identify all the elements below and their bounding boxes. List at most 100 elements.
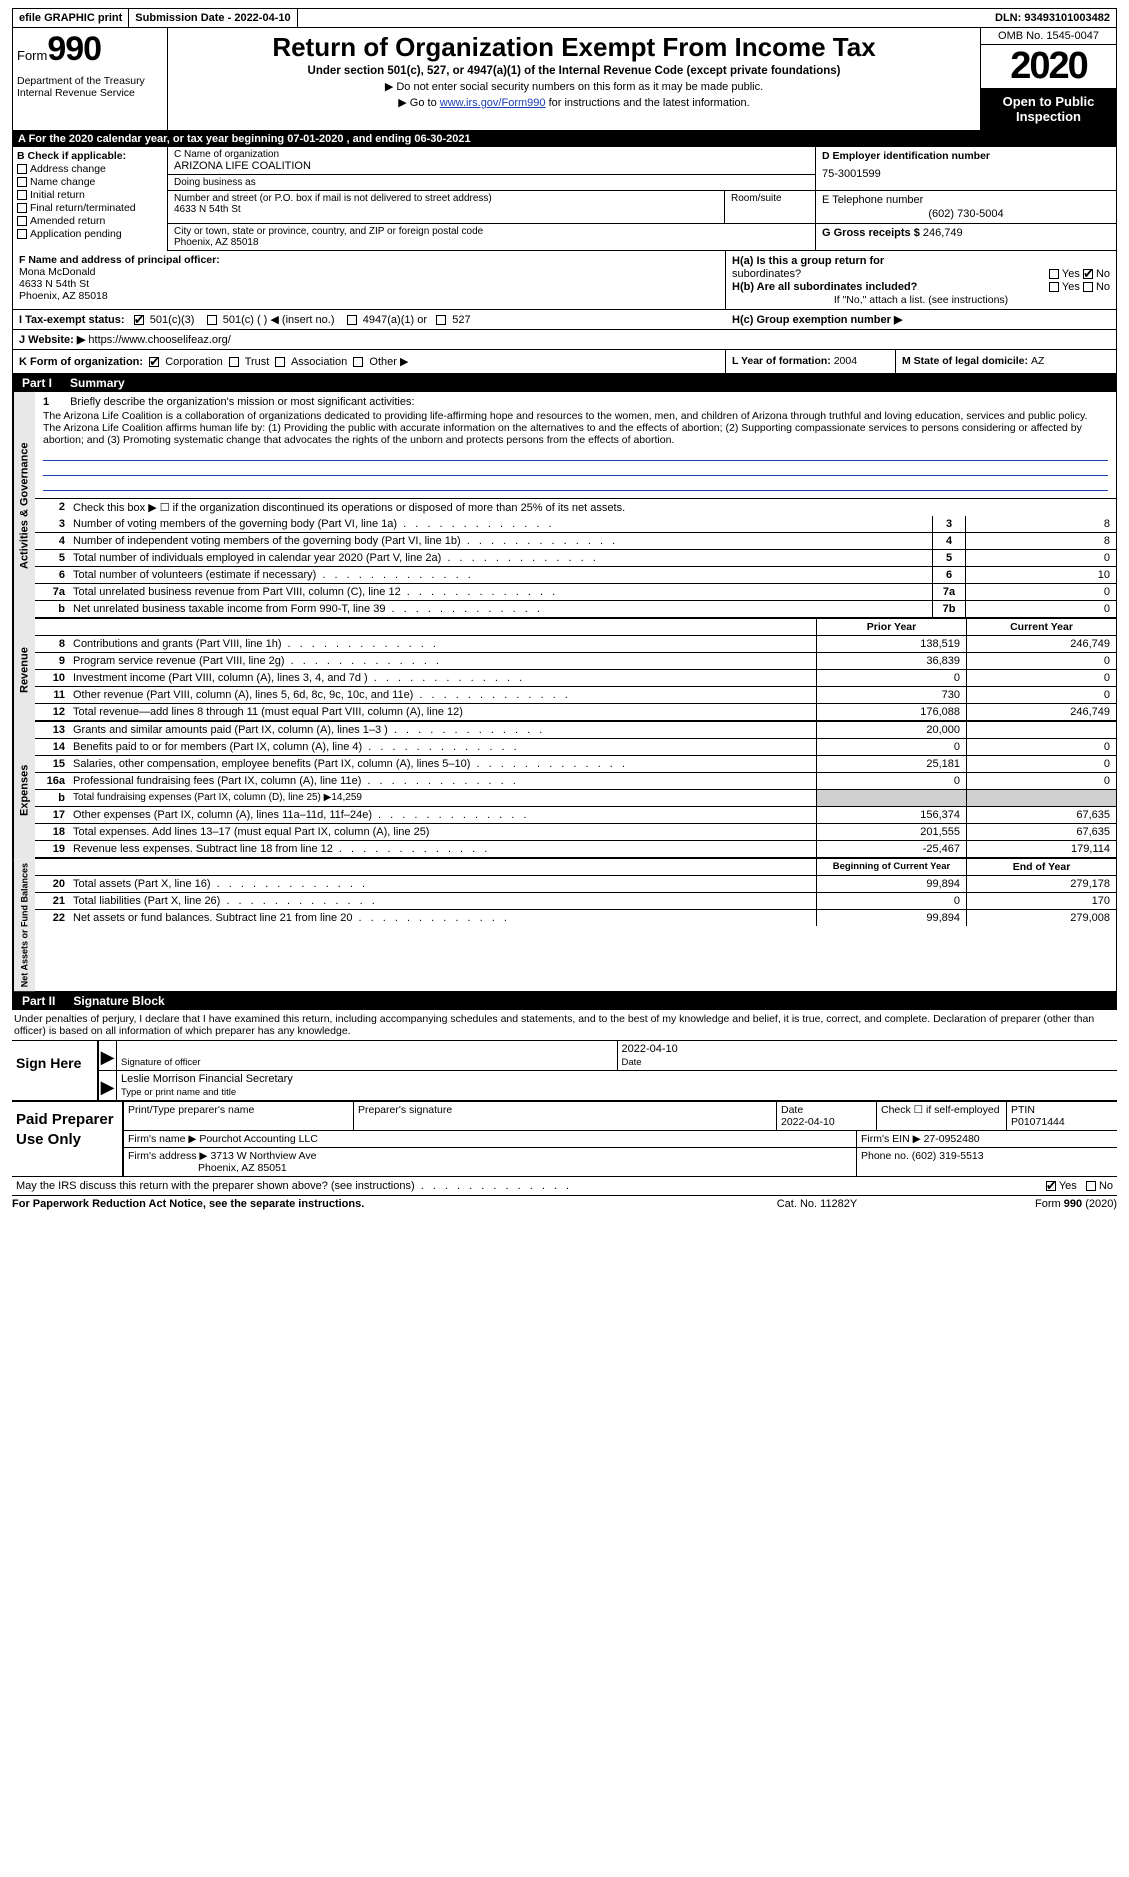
hdr-current-year: Current Year: [966, 619, 1116, 635]
k-opt2: Trust: [245, 356, 270, 368]
prep-date-lbl: Date: [781, 1104, 803, 1116]
line-12: 12Total revenue—add lines 8 through 11 (…: [35, 704, 1116, 722]
dept-treasury: Department of the Treasury Internal Reve…: [17, 75, 163, 99]
b-header: B Check if applicable:: [17, 150, 163, 162]
l14-cy: 0: [966, 739, 1116, 755]
i-label: I Tax-exempt status:: [19, 314, 125, 326]
phone-lbl: Phone no.: [861, 1150, 912, 1162]
m-label: M State of legal domicile:: [902, 355, 1031, 367]
l10-n: 10: [35, 670, 69, 686]
b-final-return[interactable]: Final return/terminated: [17, 202, 163, 214]
side-tab-ag: Activities & Governance: [13, 392, 35, 619]
irs-form990-link[interactable]: www.irs.gov/Form990: [440, 97, 546, 109]
ha-label2: subordinates?: [732, 268, 801, 280]
c-street: 4633 N 54th St: [174, 204, 718, 215]
b-amended-return[interactable]: Amended return: [17, 215, 163, 227]
l9-n: 9: [35, 653, 69, 669]
l5-box: 5: [932, 550, 966, 566]
line-2: 2 Check this box ▶ ☐ if the organization…: [35, 499, 1116, 516]
footer-formref: Form 990 (2020): [917, 1198, 1117, 1210]
ha-yesno[interactable]: Yes No: [1049, 268, 1110, 280]
i-opt3: 4947(a)(1) or: [363, 314, 427, 326]
l14-py: 0: [816, 739, 966, 755]
line-19: 19Revenue less expenses. Subtract line 1…: [35, 841, 1116, 859]
side-tab-na: Net Assets or Fund Balances: [13, 859, 35, 991]
dln-value: 93493101003482: [1024, 12, 1110, 24]
l18-cy: 67,635: [966, 824, 1116, 840]
i-527-check[interactable]: [436, 315, 446, 325]
line-11: 11Other revenue (Part VIII, column (A), …: [35, 687, 1116, 704]
l22-cy: 279,008: [966, 910, 1116, 926]
footer: For Paperwork Reduction Act Notice, see …: [12, 1196, 1117, 1212]
form-id-block: Form990 Department of the Treasury Inter…: [13, 28, 168, 130]
l15-py: 25,181: [816, 756, 966, 772]
line-13: 13Grants and similar amounts paid (Part …: [35, 722, 1116, 739]
line-5: 5Total number of individuals employed in…: [35, 550, 1116, 567]
l15-lbl: Salaries, other compensation, employee b…: [69, 756, 816, 772]
i-4947-check[interactable]: [347, 315, 357, 325]
discuss-yesno[interactable]: Yes No: [953, 1180, 1113, 1192]
section-i-hc: I Tax-exempt status: 501(c)(3) 501(c) ( …: [12, 310, 1117, 330]
l11-n: 11: [35, 687, 69, 703]
l6-val: 10: [966, 567, 1116, 583]
prep-sig-cell[interactable]: Preparer's signature: [354, 1102, 777, 1130]
section-l: L Year of formation: 2004: [726, 350, 896, 373]
l20-n: 20: [35, 876, 69, 892]
l13-py: 20,000: [816, 722, 966, 738]
firm-ein: 27-0952480: [924, 1133, 980, 1145]
l6-box: 6: [932, 567, 966, 583]
sig-name-title-field[interactable]: Leslie Morrison Financial Secretary Type…: [117, 1071, 1117, 1100]
firm-name-cell: Firm's name ▶ Pourchot Accounting LLC: [124, 1131, 857, 1147]
part2-header: Part II Signature Block: [12, 992, 1117, 1010]
mission-text: The Arizona Life Coalition is a collabor…: [43, 410, 1108, 446]
k-assoc-check[interactable]: [275, 357, 285, 367]
i-501c3-check[interactable]: [134, 315, 144, 325]
line-7a: 7aTotal unrelated business revenue from …: [35, 584, 1116, 601]
k-trust-check[interactable]: [229, 357, 239, 367]
l6-label: Total number of volunteers (estimate if …: [69, 567, 932, 583]
section-b: B Check if applicable: Address change Na…: [13, 147, 168, 251]
side-tab-rev: Revenue: [13, 619, 35, 722]
prep-ptin-cell: PTINP01071444: [1007, 1102, 1117, 1130]
b-name-change[interactable]: Name change: [17, 176, 163, 188]
line-7b: bNet unrelated business taxable income f…: [35, 601, 1116, 619]
prep-ptin: P01071444: [1011, 1116, 1065, 1128]
l16b-lbl: Total fundraising expenses (Part IX, col…: [69, 790, 816, 806]
prep-date-cell[interactable]: Date2022-04-10: [777, 1102, 877, 1130]
b-address-change[interactable]: Address change: [17, 163, 163, 175]
l22-lbl: Net assets or fund balances. Subtract li…: [69, 910, 816, 926]
sig-date: 2022-04-10: [622, 1043, 1114, 1057]
k-other-check[interactable]: [353, 357, 363, 367]
d-label: D Employer identification number: [822, 150, 1110, 162]
k-corp-check[interactable]: [149, 357, 159, 367]
l10-py: 0: [816, 670, 966, 686]
e-label: E Telephone number: [822, 194, 1110, 206]
l7b-box: 7b: [932, 601, 966, 617]
sig-officer-field[interactable]: Signature of officer: [117, 1041, 618, 1070]
b-app-pending[interactable]: Application pending: [17, 228, 163, 240]
hb-yesno[interactable]: Yes No: [1049, 281, 1110, 293]
l4-label: Number of independent voting members of …: [69, 533, 932, 549]
l10-cy: 0: [966, 670, 1116, 686]
rev-col-hdr: Prior Year Current Year: [35, 619, 1116, 636]
summary-section: Activities & Governance 1 Briefly descri…: [12, 392, 1117, 992]
b-initial-return[interactable]: Initial return: [17, 189, 163, 201]
section-d: D Employer identification number 75-3001…: [816, 147, 1116, 191]
prep-self-cell[interactable]: Check ☐ if self-employed: [877, 1102, 1007, 1130]
sign-here-block: Sign Here ▶ Signature of officer 2022-04…: [12, 1041, 1117, 1102]
hb-no: No: [1096, 281, 1110, 293]
hb-yes: Yes: [1062, 281, 1080, 293]
form-title-block: Return of Organization Exempt From Incom…: [168, 28, 981, 130]
submission-date: Submission Date - 2022-04-10: [129, 9, 297, 27]
prep-name-cell[interactable]: Print/Type preparer's name: [124, 1102, 354, 1130]
i-501c-check[interactable]: [207, 315, 217, 325]
k-opt1: Corporation: [165, 356, 222, 368]
g-receipts: 246,749: [923, 227, 963, 239]
discuss-yes: Yes: [1059, 1180, 1077, 1192]
l17-lbl: Other expenses (Part IX, column (A), lin…: [69, 807, 816, 823]
j-website[interactable]: https://www.chooselifeaz.org/: [88, 334, 230, 346]
sig-date-field[interactable]: 2022-04-10 Date: [618, 1041, 1118, 1070]
na-col-hdr: Beginning of Current Year End of Year: [35, 859, 1116, 876]
l17-cy: 67,635: [966, 807, 1116, 823]
ha-no: No: [1096, 268, 1110, 280]
